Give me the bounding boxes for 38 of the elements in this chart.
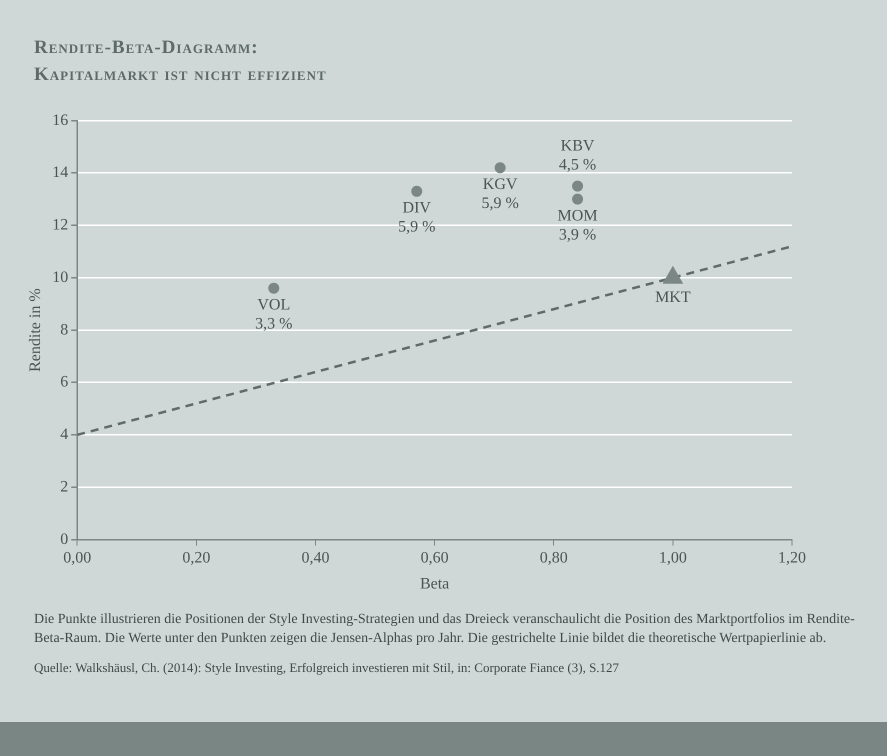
x-tick-label: 0,60 — [420, 549, 449, 566]
x-tick-label: 0,40 — [301, 549, 330, 566]
annotation: 5,9 % — [398, 218, 436, 236]
x-tick-label: 1,00 — [658, 549, 687, 566]
x-tick-label: 0,00 — [63, 549, 92, 566]
text: Die Punkte illustrieren die Positionen der Style Investing-Strategien und das Dreieck veranschaulicht die Position des Marktportfolios im Rendite-Beta-Raum. Die Werte unter den Punkten zeigen die Jensen-Alphas pro Jahr. Die gestrichelte Linie bildet die theoretische Wertpapierlinie ab. — [34, 611, 856, 648]
annotation: 3,3 % — [255, 315, 292, 332]
point — [572, 194, 584, 205]
chart-title: Rendite-Beta-Diagramm: — [34, 36, 260, 60]
series-label: MKT — [655, 288, 691, 306]
y-tick-label: 16 — [52, 112, 68, 129]
x-tick-label: 0,20 — [182, 549, 210, 566]
series-label: VOL — [257, 296, 290, 314]
annotation: 3,9 % — [558, 226, 596, 244]
point — [268, 282, 280, 294]
y-tick-label: 12 — [52, 216, 68, 234]
series-label: DIV — [402, 200, 432, 217]
y-tick-label: 4 — [60, 426, 68, 444]
annotation: 5,9 % — [481, 194, 519, 212]
y-tick-label: 8 — [60, 321, 68, 338]
series-label: KBV — [560, 137, 595, 154]
y-axis-title: Rendite in % — [26, 288, 44, 372]
point — [572, 180, 584, 192]
chart-subtitle: Kapitalmarkt ist nicht effizient — [34, 63, 327, 87]
point — [411, 186, 422, 197]
source-note: Quelle: Walkshäusl, Ch. (2014): Style Investing, Erfolgreich investieren mit Stil, in: Corporate Fiance (3), S.127 — [34, 659, 620, 677]
series-label: MOM — [558, 207, 598, 224]
series-label: KGV — [482, 176, 518, 193]
x-tick-label: 0,80 — [540, 549, 568, 566]
annotation: 4,5 % — [558, 156, 596, 174]
x-tick-label: 1,20 — [778, 549, 806, 566]
y-tick-label: 10 — [52, 268, 68, 286]
y-tick-label: 0 — [60, 530, 68, 548]
x-axis-title: Beta — [420, 576, 450, 593]
y-tick-label: 14 — [52, 164, 68, 182]
point — [494, 162, 506, 174]
y-tick-label: 2 — [60, 478, 68, 496]
y-tick-label: 6 — [60, 374, 68, 391]
